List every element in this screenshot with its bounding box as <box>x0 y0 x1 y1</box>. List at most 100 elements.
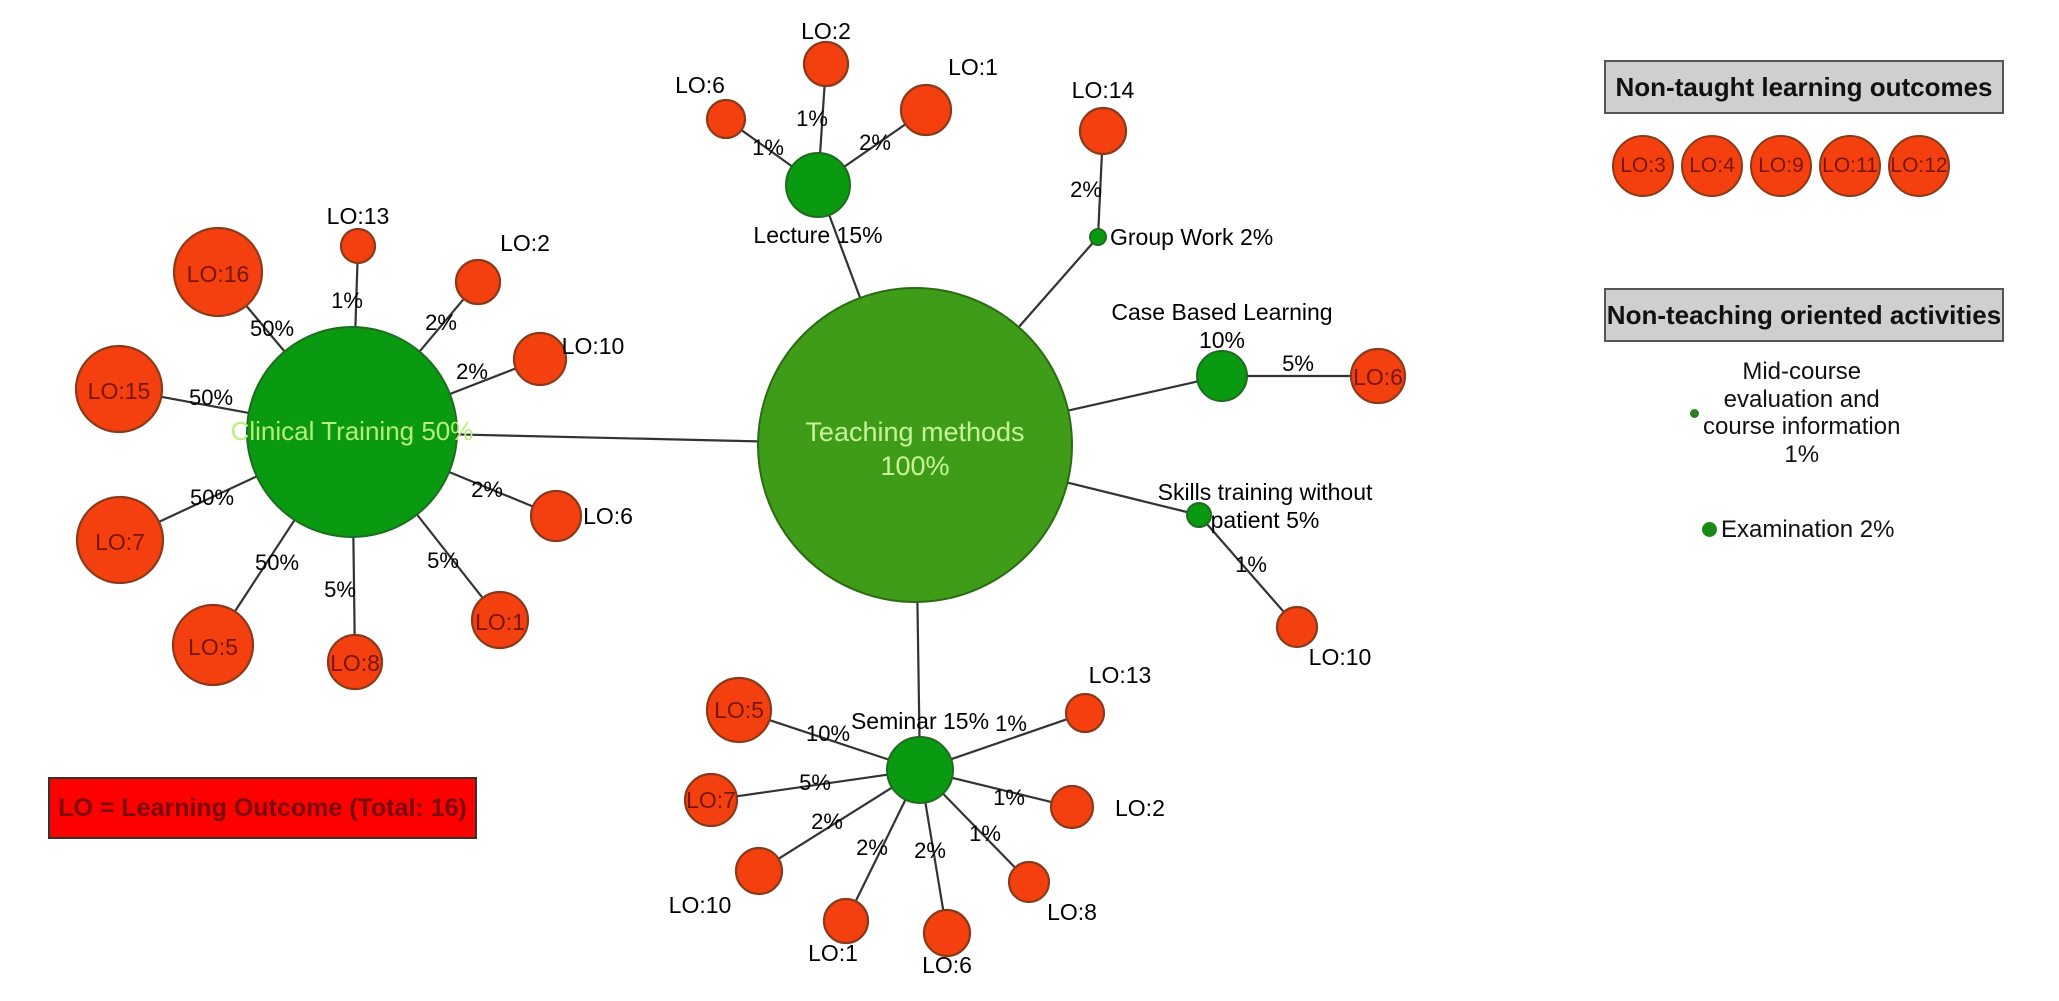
node-value-teaching-methods: 100% <box>880 451 949 481</box>
edge-percent-label: 2% <box>859 130 891 155</box>
node-label-skills-training: Skills training without <box>1158 479 1373 505</box>
node-lo-LO2[interactable] <box>454 258 502 306</box>
node-lo-LO5[interactable] <box>705 676 773 744</box>
node-skills-training[interactable] <box>1186 502 1212 528</box>
edge-percent-label: 1% <box>752 135 784 160</box>
node-lo-LO14[interactable] <box>1078 106 1128 156</box>
node-teaching-methods[interactable] <box>757 287 1073 603</box>
edge-clinical-training-LO6 <box>448 470 534 508</box>
node-label-lo: LO:13 <box>327 203 390 229</box>
node-label-lo: LO:8 <box>330 650 380 676</box>
node-lo-LO6[interactable] <box>529 489 583 543</box>
edge-clinical-training-LO15 <box>161 395 249 415</box>
node-lo-LO7[interactable] <box>683 772 739 828</box>
node-lo-LO10[interactable] <box>734 846 784 896</box>
edge-clinical-training-LO16 <box>245 305 286 353</box>
node-label-case-based-learning: Case Based Learning <box>1111 299 1332 325</box>
edge-seminar-LO13 <box>950 718 1068 761</box>
edge-lecture-LO1 <box>843 123 907 168</box>
legend-lo-chip: LO:3 <box>1612 135 1674 197</box>
node-lo-LO1[interactable] <box>899 83 953 137</box>
small-green-dot-icon <box>1690 408 1699 418</box>
edge-lecture-LO6 <box>740 129 793 168</box>
text-layer: Teaching methods 100% Lecture 15% Group Wor… <box>88 18 1403 978</box>
node-lo-LO15[interactable] <box>74 344 164 434</box>
legend-lo-chip: LO:11 <box>1819 135 1881 197</box>
node-lo-LO1[interactable] <box>822 897 870 945</box>
legend-non-taught-title: Non-taught learning outcomes <box>1615 71 1993 102</box>
node-lo-LO7[interactable] <box>75 495 165 585</box>
edge-root-clinical-training <box>456 433 759 443</box>
node-label-lo: LO:6 <box>583 503 633 529</box>
edge-percent-label: 5% <box>799 770 831 795</box>
node-label-lo: LO:6 <box>1353 364 1403 390</box>
node-lo-LO6[interactable] <box>705 98 747 140</box>
node-group-work[interactable] <box>1089 228 1107 246</box>
node-label-clinical-training: Clinical Training 50% <box>231 416 474 446</box>
node-lo-LO10[interactable] <box>512 331 568 387</box>
legend-non-taught-header: Non-taught learning outcomes <box>1604 60 2004 114</box>
node-label-lo: LO:6 <box>675 72 725 98</box>
node-lo-LO1[interactable] <box>470 590 530 650</box>
node-label-lo: LO:8 <box>1047 899 1097 925</box>
legend-lo-chip: LO:9 <box>1750 135 1812 197</box>
edge-root-skills-training <box>1067 481 1188 514</box>
node-case-based-learning[interactable] <box>1196 350 1248 402</box>
node-lo-LO2[interactable] <box>1049 784 1095 830</box>
legend-non-taught-chips: LO:3 LO:4 LO:9 LO:11 LO:12 <box>1612 135 1950 197</box>
node-label-lo: LO:13 <box>1089 662 1152 688</box>
edge-percent-label: 1% <box>1235 552 1267 577</box>
edge-seminar-LO5 <box>769 719 890 761</box>
node-value-skills-training: patient 5% <box>1211 507 1320 533</box>
edge-percent-label: 10% <box>806 721 850 746</box>
node-lo-LO13[interactable] <box>1064 692 1106 734</box>
node-lo-LO8[interactable] <box>1007 860 1051 904</box>
node-lo-LO6[interactable] <box>922 908 972 958</box>
edge-clinical-training-LO7 <box>158 475 258 523</box>
edge-percent-label: 2% <box>856 835 888 860</box>
node-label-lo: LO:6 <box>922 952 972 978</box>
node-seminar[interactable] <box>886 736 954 804</box>
legend-lo-key-text: LO = Learning Outcome (Total: 16) <box>58 793 467 822</box>
node-label-lo: LO:16 <box>187 261 250 287</box>
node-lo-LO10[interactable] <box>1275 605 1319 649</box>
node-label-lo: LO:2 <box>500 230 550 256</box>
node-lo-LO2[interactable] <box>802 40 850 88</box>
node-label-lecture: Lecture 15% <box>753 222 882 248</box>
legend-lo-key: LO = Learning Outcome (Total: 16) <box>48 777 477 839</box>
node-lo-LO8[interactable] <box>326 633 384 691</box>
edge-root-lecture <box>828 214 862 299</box>
edge-percent-label: 2% <box>456 359 488 384</box>
edge-percent-label: 50% <box>189 385 233 410</box>
edge-percent-label: 2% <box>425 310 457 335</box>
edge-percent-label: 50% <box>190 485 234 510</box>
node-value-case-based-learning: 10% <box>1199 327 1245 353</box>
node-label-seminar: Seminar 15% <box>851 708 989 734</box>
legend-non-teaching-header: Non-teaching oriented activities <box>1604 288 2004 342</box>
node-lo-LO6[interactable] <box>1349 347 1407 405</box>
node-lo-LO5[interactable] <box>171 603 255 687</box>
edge-seminar-LO2 <box>951 776 1052 804</box>
medium-green-dot-icon <box>1702 522 1717 538</box>
edge-percent-label: 50% <box>250 316 294 341</box>
edge-seminar-LO1 <box>854 799 907 902</box>
node-lecture[interactable] <box>785 152 851 218</box>
node-label-lo: LO:10 <box>1309 644 1372 670</box>
edge-seminar-LO7 <box>736 773 888 798</box>
node-lo-LO13[interactable] <box>339 227 377 265</box>
edge-group-work-LO14 <box>1097 153 1104 230</box>
node-label-teaching-methods: Teaching methods <box>805 417 1024 447</box>
activity-item-examination: Examination 2% <box>1702 516 1894 544</box>
node-label-lo: LO:15 <box>88 378 151 404</box>
node-lo-LO16[interactable] <box>172 226 264 318</box>
edge-clinical-training-LO2 <box>418 298 465 353</box>
edge-clinical-training-LO10 <box>449 367 517 396</box>
edge-layer <box>158 85 1351 911</box>
node-label-lo: LO:10 <box>669 892 732 918</box>
edge-percent-label: 1% <box>995 711 1027 736</box>
node-clinical-training[interactable] <box>246 326 458 538</box>
node-label-lo: LO:2 <box>1115 795 1165 821</box>
edge-clinical-training-LO5 <box>233 519 296 613</box>
